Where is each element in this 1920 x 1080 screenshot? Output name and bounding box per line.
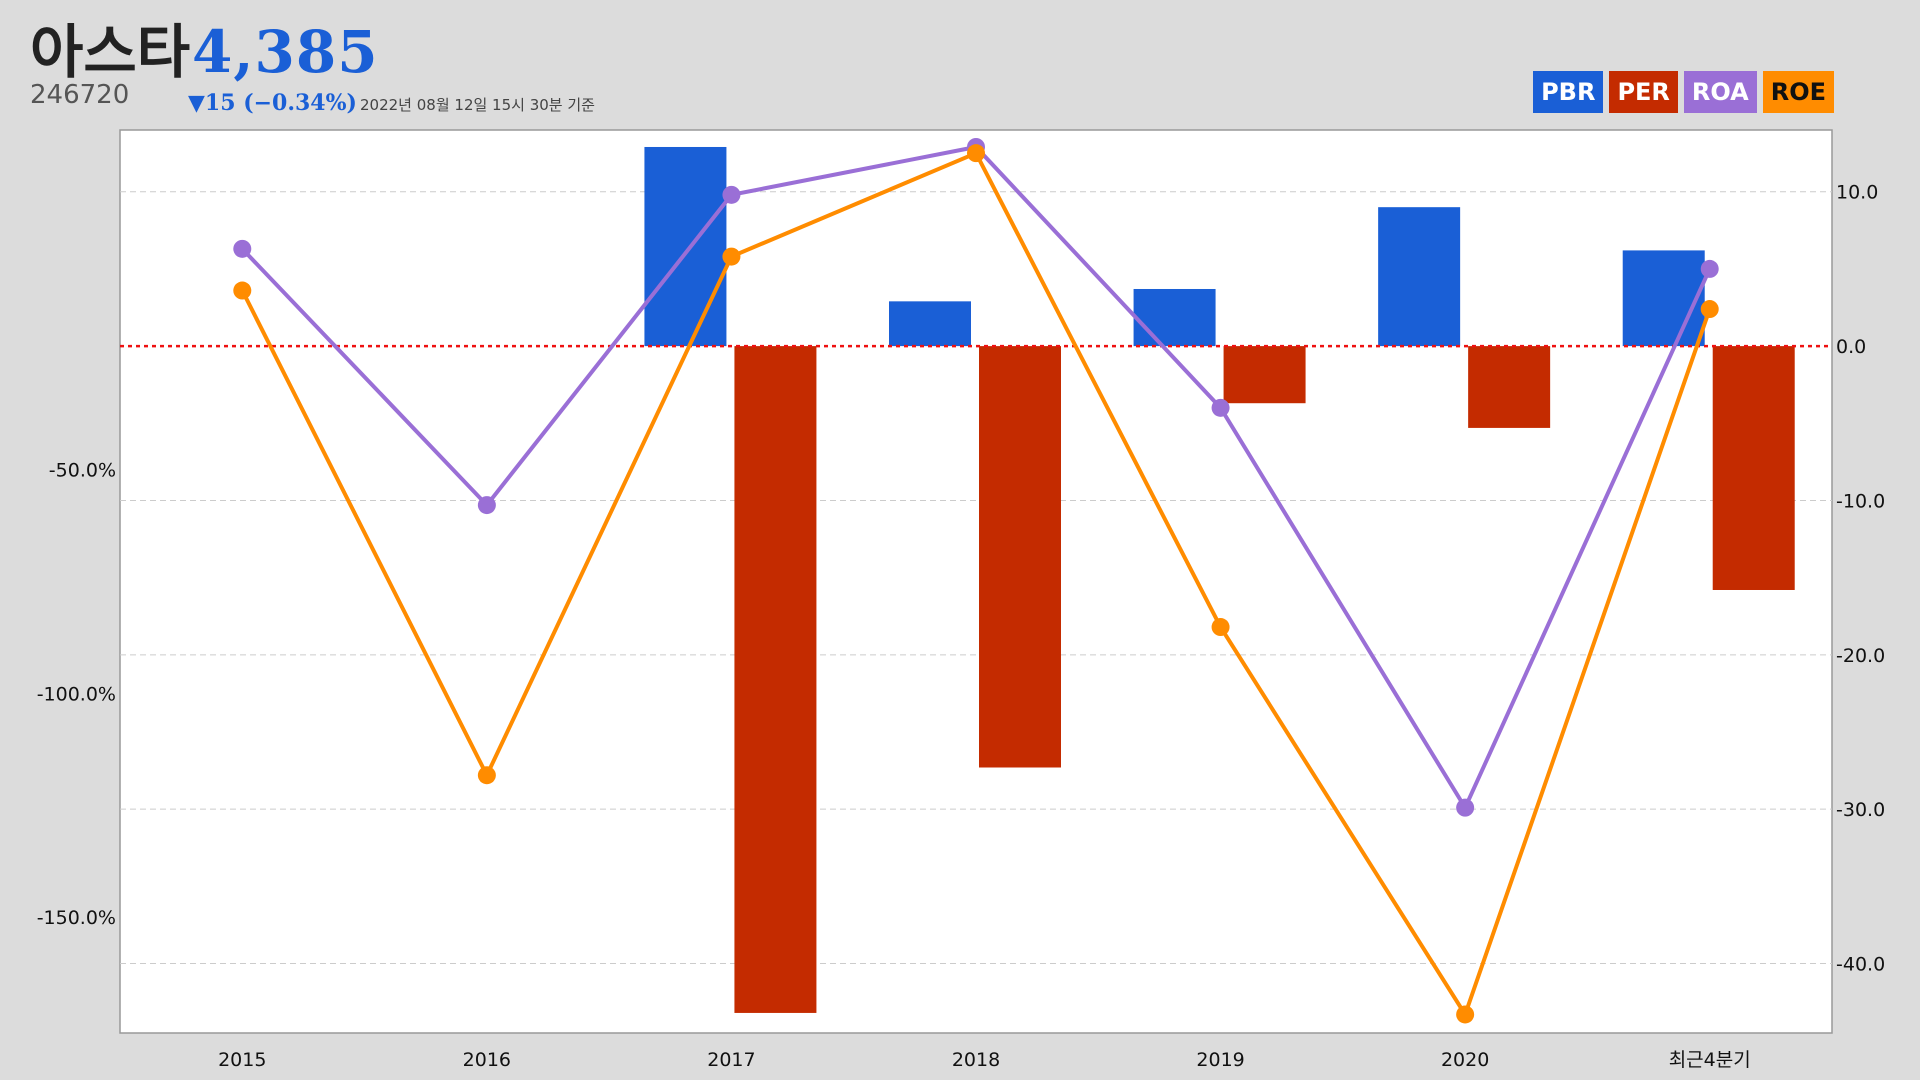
x-axis-tick-label: 2017 [707, 1049, 755, 1071]
right-axis-tick-label: -40.0 [1836, 954, 1885, 976]
roa-point [1700, 259, 1719, 278]
x-axis-tick-label: 2016 [463, 1049, 511, 1071]
stock-name: 아스타 [30, 18, 191, 86]
pbr-bar [1378, 207, 1461, 347]
legend-roa[interactable]: ROA [1683, 71, 1757, 113]
roa-point [233, 239, 252, 258]
per-bar [1712, 346, 1795, 590]
x-axis-tick-label: 최근4분기 [1669, 1049, 1751, 1071]
chart-legend: PBR PER ROA ROE [1533, 71, 1834, 113]
stock-change: ▼15 (−0.34%) [188, 90, 357, 116]
stock-price: 4,385 [192, 18, 379, 86]
roa-point [477, 496, 496, 515]
right-axis-tick-label: 10.0 [1836, 182, 1878, 204]
per-bar [734, 346, 817, 1013]
x-axis-tick-label: 2019 [1196, 1049, 1244, 1071]
stock-timestamp: 2022년 08월 12일 15시 30분 기준 [360, 96, 595, 114]
pbr-bar [889, 301, 971, 347]
roe-point [722, 247, 741, 266]
plot-area [119, 129, 1833, 1034]
per-bar [1223, 346, 1306, 404]
pbr-bar [644, 146, 727, 347]
roe-point [233, 281, 252, 300]
legend-pbr[interactable]: PBR [1533, 71, 1604, 113]
roe-point [1456, 1005, 1475, 1024]
pbr-bar [1133, 288, 1216, 347]
right-axis-tick-label: -20.0 [1836, 645, 1885, 667]
roe-point [1700, 300, 1719, 319]
right-axis-tick-label: -30.0 [1836, 799, 1885, 821]
roe-point [1211, 618, 1230, 637]
legend-per[interactable]: PER [1609, 71, 1678, 113]
roe-point [477, 766, 496, 785]
legend-roe[interactable]: ROE [1762, 71, 1834, 113]
roe-point [967, 144, 985, 163]
roa-point [1211, 398, 1230, 417]
right-axis-tick-label: 0.0 [1836, 336, 1866, 358]
roa-point [1456, 798, 1475, 817]
x-axis-tick-label: 2020 [1441, 1049, 1489, 1071]
stock-code: 246720 [30, 80, 130, 110]
x-axis-tick-label: 2018 [952, 1049, 1000, 1071]
left-axis-tick-label: -100.0% [37, 683, 116, 705]
pbr-bar [1622, 250, 1705, 347]
per-bar [979, 346, 1061, 768]
per-bar [1468, 346, 1551, 428]
roa-point [722, 185, 741, 204]
x-axis-tick-label: 2015 [218, 1049, 266, 1071]
left-axis-tick-label: -150.0% [37, 907, 116, 929]
left-axis-tick-label: -50.0% [49, 460, 116, 482]
right-axis-tick-label: -10.0 [1836, 490, 1885, 512]
